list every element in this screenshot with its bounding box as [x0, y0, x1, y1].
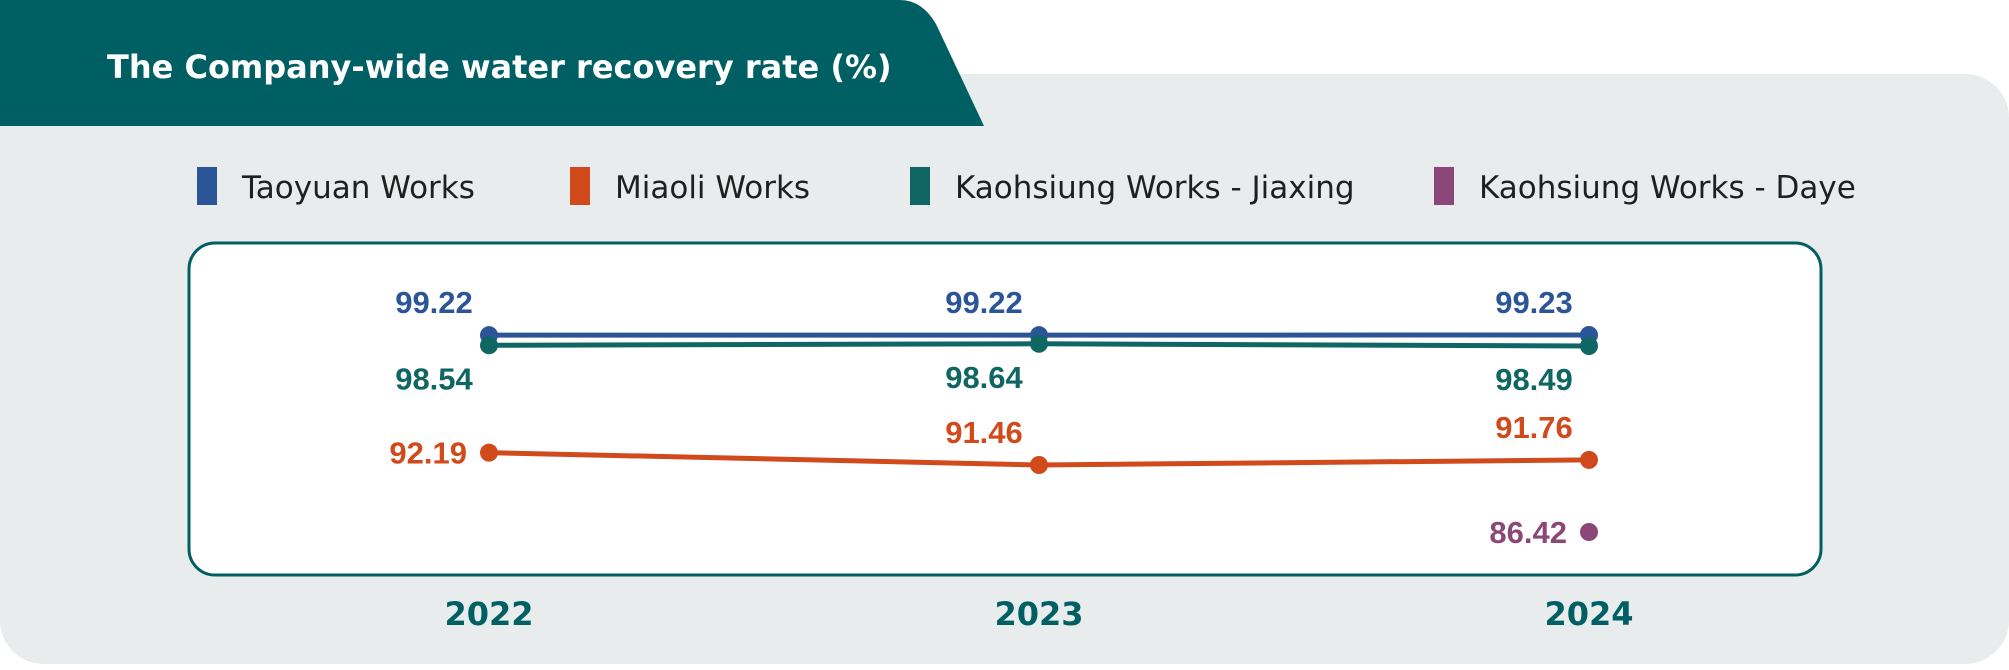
data-label-1-2023: 99.22: [945, 285, 1023, 320]
data-point-3-2022: [480, 336, 498, 355]
plot-area: [187, 241, 1823, 577]
x-axis-label-2022: 2022: [444, 595, 533, 633]
data-point-3-2023: [1030, 334, 1048, 353]
data-point-3-2024: [1580, 337, 1598, 355]
legend-item-2: Miaoli Works: [570, 167, 810, 206]
data-label-4-2024: 86.42: [1489, 515, 1567, 550]
title-band: [0, 0, 984, 126]
data-point-4-2024: [1580, 523, 1598, 541]
legend-label-3: Kaohsiung Works - Jiaxing: [955, 170, 1355, 206]
x-axis-label-2023: 2023: [994, 595, 1083, 633]
legend-label-2: Miaoli Works: [615, 170, 810, 206]
data-label-1-2024: 99.23: [1495, 285, 1573, 320]
data-label-1-2022: 99.22: [395, 285, 473, 320]
legend-swatch-4: [1434, 167, 1454, 205]
legend-item-4: Kaohsiung Works - Daye: [1434, 167, 1856, 206]
legend: Taoyuan Works Miaoli Works Kaohsiung Works…: [197, 167, 1856, 206]
legend-label-4: Kaohsiung Works - Daye: [1479, 170, 1856, 206]
x-axis-label-2024: 2024: [1544, 595, 1633, 633]
chart-title: The Company-wide water recovery rate (%): [107, 48, 892, 86]
series-lines: [480, 326, 1598, 541]
data-label-2-2023: 91.46: [945, 415, 1023, 450]
data-label-2-2024: 91.76: [1495, 410, 1573, 445]
x-axis-labels: 2022 2023 2024: [444, 595, 1633, 633]
data-point-2-2023: [1030, 456, 1048, 474]
legend-item-1: Taoyuan Works: [197, 167, 475, 206]
data-label-3-2024: 98.49: [1495, 362, 1573, 397]
data-label-3-2023: 98.64: [945, 360, 1023, 395]
legend-item-3: Kaohsiung Works - Jiaxing: [910, 167, 1355, 206]
data-point-2-2024: [1580, 450, 1598, 469]
data-point-2-2022: [480, 443, 498, 462]
data-labels: 99.22 99.22 99.23 92.19 91.46 91.76 98.54 98.64…: [387, 283, 1575, 553]
legend-swatch-1: [197, 167, 217, 205]
legend-swatch-2: [570, 167, 590, 205]
legend-label-1: Taoyuan Works: [241, 170, 475, 206]
data-label-2-2022: 92.19: [389, 436, 467, 471]
data-label-3-2022: 98.54: [395, 361, 473, 396]
legend-swatch-3: [910, 167, 930, 205]
